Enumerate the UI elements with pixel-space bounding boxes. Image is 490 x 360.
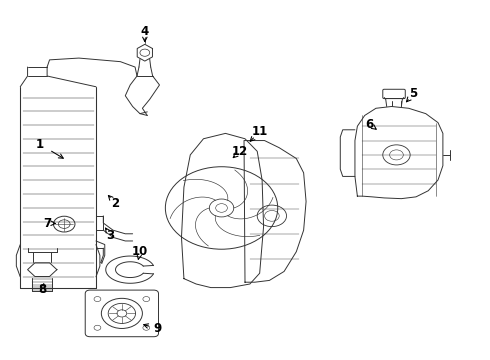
Text: 8: 8 xyxy=(38,283,47,296)
Text: 2: 2 xyxy=(111,197,120,210)
Text: 6: 6 xyxy=(366,118,374,131)
Text: 4: 4 xyxy=(141,25,149,38)
Text: 3: 3 xyxy=(106,229,115,242)
Text: 10: 10 xyxy=(132,245,148,258)
Text: 1: 1 xyxy=(36,138,44,150)
Text: 7: 7 xyxy=(43,216,51,230)
Text: 5: 5 xyxy=(410,87,417,100)
Text: 12: 12 xyxy=(232,145,248,158)
Text: 11: 11 xyxy=(251,125,268,138)
Text: 9: 9 xyxy=(153,322,161,335)
